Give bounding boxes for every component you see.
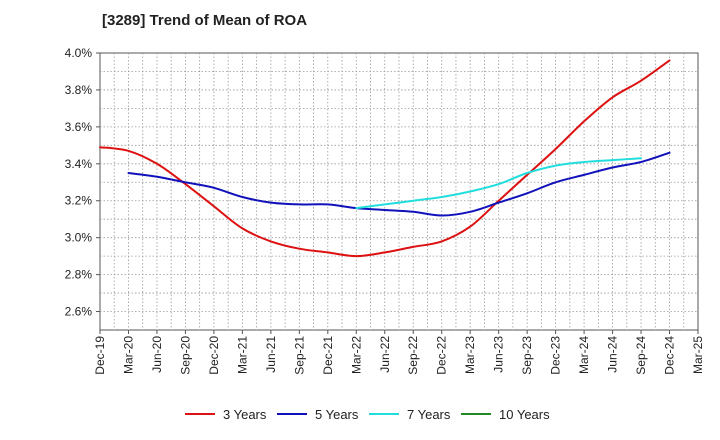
x-tick-label: Mar-25 [691,336,705,374]
y-tick-label: 3.2% [65,194,93,208]
y-axis-ticks: 2.6% 2.8% 3.0% 3.2% 3.4% 3.6% 3.8% 4.0% [65,46,100,319]
x-tick-label: Jun-24 [606,336,620,373]
x-tick-label: Sep-23 [520,336,534,375]
x-tick-label: Sep-20 [178,336,192,375]
x-tick-label: Mar-20 [121,336,135,374]
series-line-7-years [355,157,642,210]
x-tick-label: Jun-20 [150,336,164,373]
x-tick-label: Mar-23 [463,336,477,374]
y-tick-label: 2.6% [65,305,93,319]
legend: 3 Years 5 Years 7 Years 10 Years [185,407,550,422]
y-tick-label: 3.6% [65,120,93,134]
x-tick-label: Jun-23 [492,336,506,373]
y-tick-label: 2.8% [65,268,93,282]
series-line-5-years [127,151,671,217]
x-tick-label: Dec-19 [93,336,107,375]
x-tick-label: Sep-21 [292,336,306,375]
legend-label-7-years: 7 Years [407,407,451,422]
x-tick-label: Jun-21 [264,336,278,373]
x-tick-label: Jun-22 [378,336,392,373]
x-tick-label: Dec-23 [549,336,563,375]
legend-label-10-years: 10 Years [499,407,550,422]
legend-label-3-years: 3 Years [223,407,267,422]
x-tick-label: Dec-21 [321,336,335,375]
y-tick-label: 3.0% [65,231,93,245]
series-line-3-years [99,59,671,258]
x-tick-label: Mar-21 [235,336,249,374]
y-tick-label: 4.0% [65,46,93,60]
x-tick-label: Dec-24 [663,336,677,375]
x-tick-label: Sep-22 [406,336,420,375]
series-lines [99,59,671,258]
x-axis-ticks: Dec-19 Mar-20 Jun-20 Sep-20 Dec-20 Mar-21 Jun-… [93,330,705,375]
x-tick-label: Mar-24 [577,336,591,374]
x-tick-label: Dec-22 [435,336,449,375]
x-tick-label: Sep-24 [634,336,648,375]
y-tick-label: 3.4% [65,157,93,171]
x-tick-label: Dec-20 [207,336,221,375]
x-tick-label: Mar-22 [349,336,363,374]
y-tick-label: 3.8% [65,83,93,97]
legend-label-5-years: 5 Years [315,407,359,422]
grid-lines [100,53,698,330]
chart-title: [3289] Trend of Mean of ROA [102,12,307,29]
